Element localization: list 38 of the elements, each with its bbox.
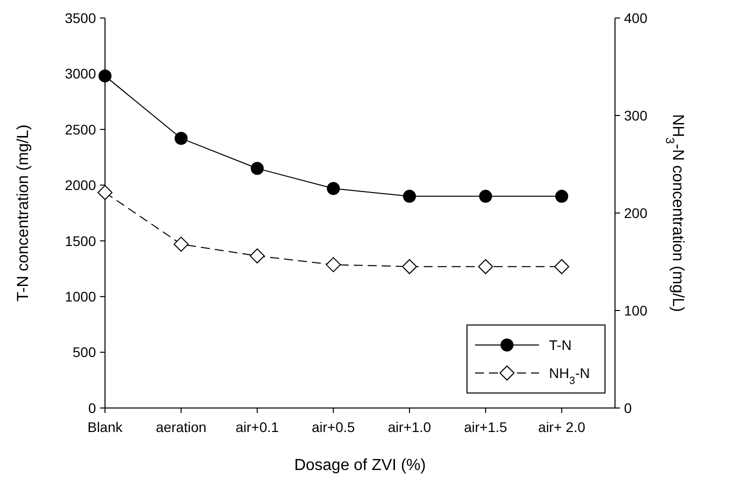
x-tick-label: air+0.1 [236, 419, 280, 435]
x-tick-label: air+ 2.0 [538, 419, 586, 435]
y-tick-label: 2000 [64, 177, 96, 194]
y2-tick-label: 300 [624, 107, 648, 124]
point [326, 182, 340, 195]
y2-tick-label: 0 [624, 400, 632, 416]
y2-tick-label: 400 [624, 10, 648, 26]
y-tick-label: 1500 [64, 232, 96, 249]
point [250, 162, 264, 175]
legend-label: T-N [549, 336, 572, 353]
legend-label: NH$_{3}$-N [549, 364, 590, 387]
y-tick-label: 0 [88, 400, 96, 416]
point [174, 236, 189, 252]
point [402, 259, 417, 274]
point [402, 190, 416, 203]
point [555, 190, 568, 203]
y-tick-label: 1000 [64, 288, 96, 304]
x-tick-label: air+1.5 [464, 419, 508, 435]
point [250, 248, 265, 264]
y-tick-label: 2500 [64, 121, 96, 138]
y-axis-title: T-N concentration (mg/L) [15, 124, 32, 302]
x-axis-title: Dosage of ZVI (%) [294, 457, 426, 474]
point [98, 69, 112, 82]
y-tick-label: 3000 [64, 66, 96, 82]
y-tick-label: 3500 [64, 10, 96, 26]
point [326, 257, 341, 272]
y2-tick-label: 100 [624, 302, 648, 318]
point [479, 190, 492, 203]
x-tick-label: air+0.5 [312, 419, 356, 435]
x-tick-label: Blank [87, 419, 124, 435]
x-tick-label: air+1.0 [388, 419, 432, 435]
x-tick-label: aeration [156, 419, 206, 435]
point [554, 259, 570, 274]
point [478, 259, 494, 274]
y-tick-label: 500 [72, 344, 96, 360]
point [174, 132, 188, 145]
y2-tick-label: 200 [624, 204, 648, 221]
point [98, 185, 112, 200]
